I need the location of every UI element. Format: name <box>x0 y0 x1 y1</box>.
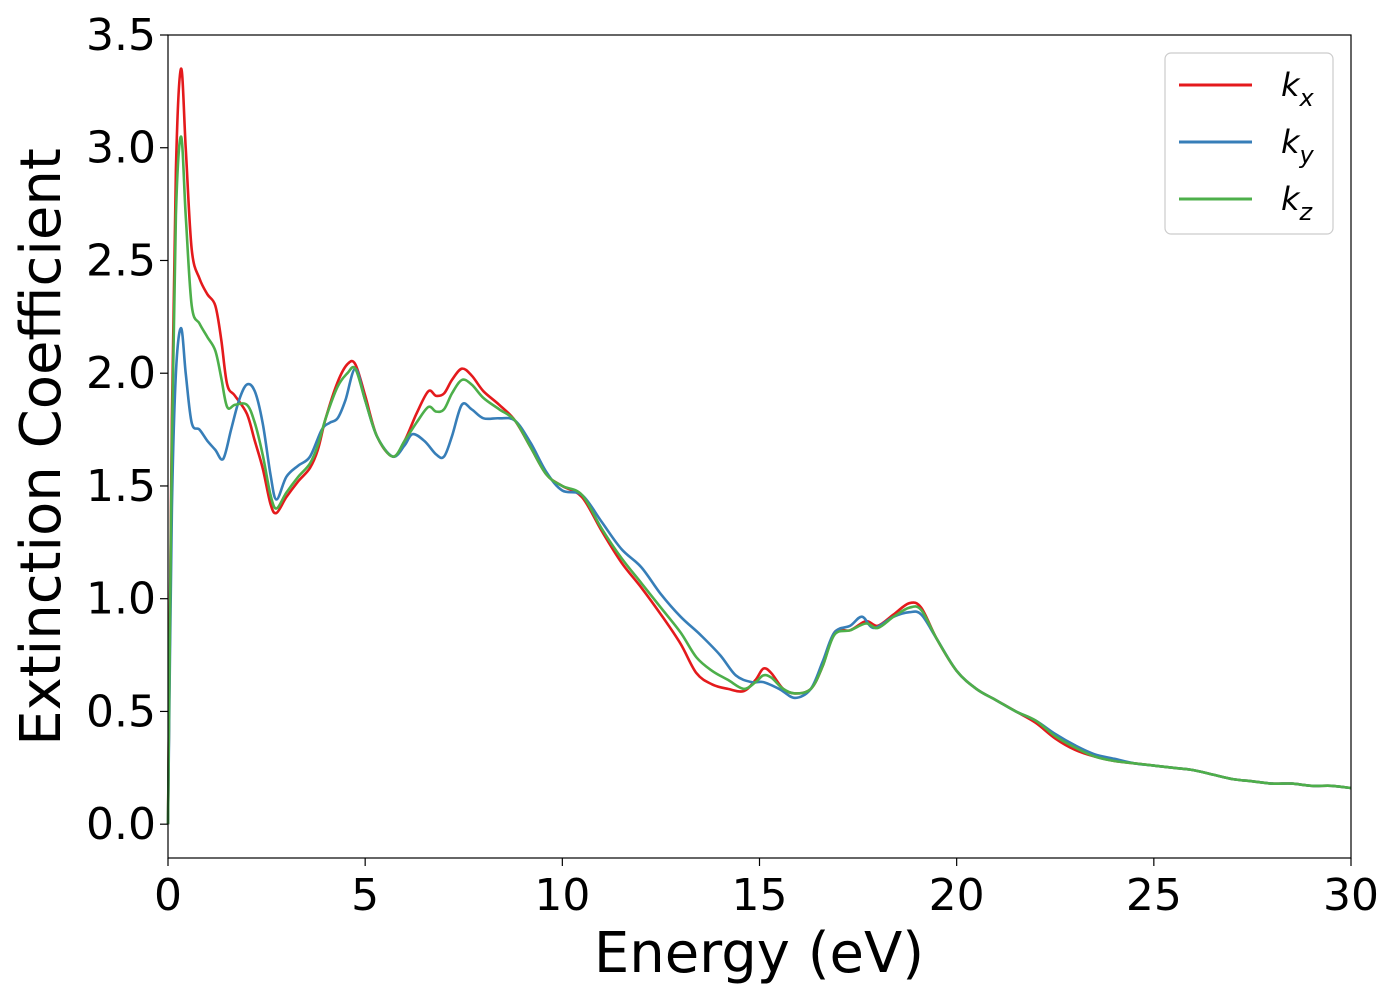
x-tick-label: 20 <box>929 870 985 921</box>
x-axis-label: Energy (eV) <box>594 921 924 986</box>
x-tick-label: 30 <box>1323 870 1379 921</box>
y-tick-label: 1.0 <box>86 574 156 625</box>
x-tick-label: 15 <box>732 870 788 921</box>
x-tick-label: 25 <box>1126 870 1182 921</box>
y-axis-ticks: 0.0 0.5 1.0 1.5 2.0 2.5 3.0 3.5 <box>86 10 168 850</box>
y-tick-label: 0.5 <box>86 686 156 737</box>
y-tick-label: 2.0 <box>86 348 156 399</box>
y-tick-label: 0.0 <box>86 799 156 850</box>
y-tick-label: 3.0 <box>86 123 156 174</box>
series-line-kx <box>166 67 1352 825</box>
x-axis-ticks: 0 5 10 15 20 25 30 <box>154 858 1379 921</box>
series-layer <box>166 67 1352 825</box>
y-tick-label: 2.5 <box>86 235 156 286</box>
series-line-kz <box>166 135 1352 825</box>
y-tick-label: 1.5 <box>86 461 156 512</box>
y-axis-label: Extinction Coefficient <box>9 148 74 746</box>
x-tick-label: 5 <box>351 870 379 921</box>
y-tick-label: 3.5 <box>86 10 156 61</box>
x-tick-label: 10 <box>534 870 590 921</box>
x-tick-label: 0 <box>154 870 182 921</box>
